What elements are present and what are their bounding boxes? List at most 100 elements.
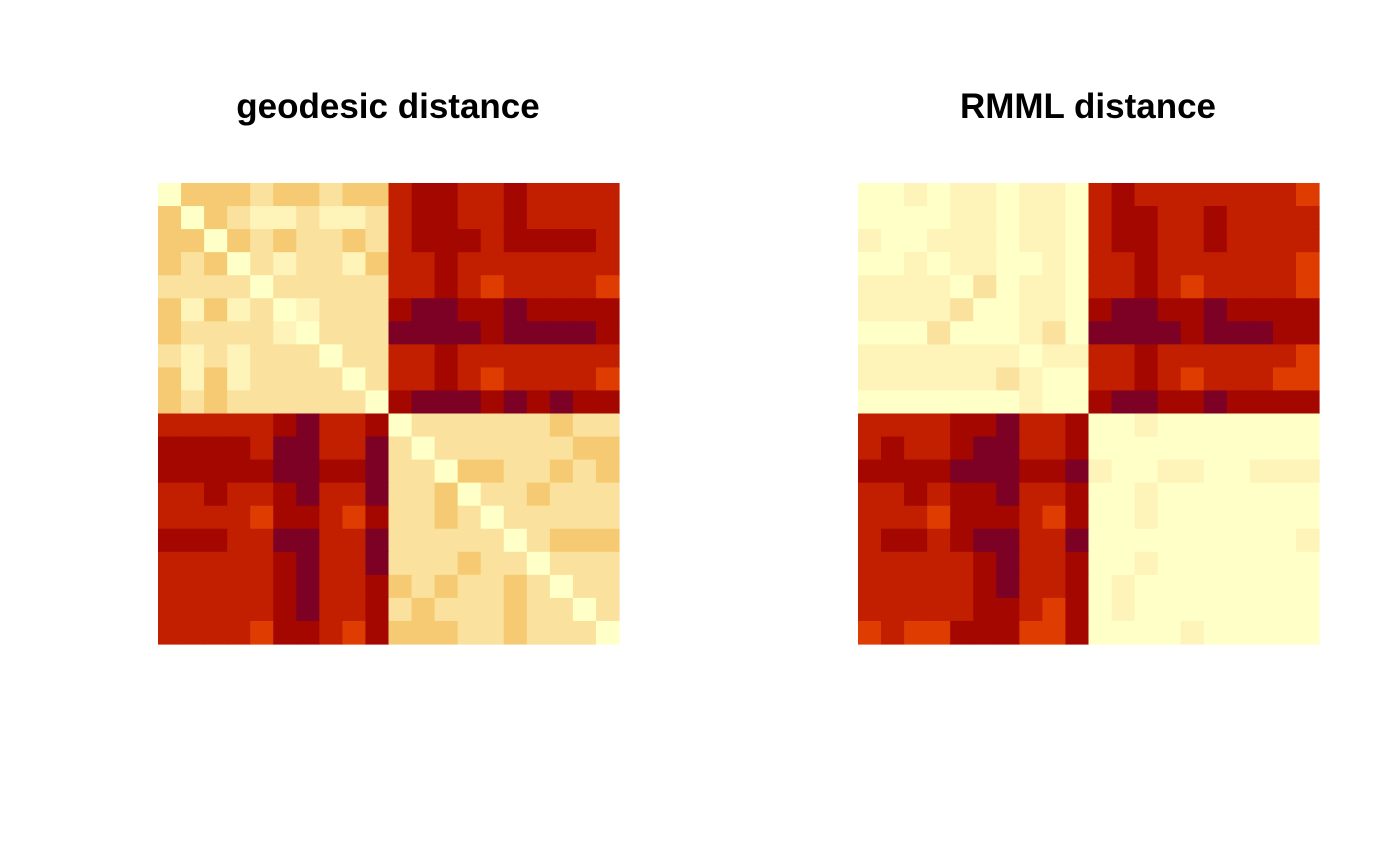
heatmap-cell-r1-c0 [158, 206, 182, 230]
heatmap-cell-r14-c11 [1111, 505, 1136, 530]
heatmap-cell-r11-c12 [434, 436, 459, 461]
heatmap-cell-r12-c5 [273, 459, 297, 484]
heatmap-cell-r7-c8 [1042, 344, 1067, 368]
heatmap-cell-r13-c16 [1226, 482, 1251, 507]
heatmap-cell-r2-c10 [388, 229, 413, 253]
heatmap-cell-r19-c13 [1157, 620, 1182, 645]
heatmap-cell-r6-c7 [1019, 321, 1043, 345]
heatmap-cell-r3-c16 [526, 252, 551, 276]
heatmap-cell-r17-c14 [1180, 574, 1205, 599]
heatmap-cell-r14-c3 [227, 505, 251, 530]
heatmap-cell-r16-c8 [342, 551, 367, 576]
heatmap-cell-r15-c5 [973, 528, 997, 553]
heatmap-cell-r14-c2 [204, 505, 228, 530]
heatmap-cell-r10-c15 [503, 413, 528, 438]
heatmap-cell-r8-c1 [881, 367, 905, 392]
heatmap-cell-r4-c14 [480, 275, 505, 299]
heatmap-cell-r6-c9 [365, 321, 390, 345]
heatmap-cell-r10-c14 [1180, 413, 1205, 438]
heatmap-cell-r2-c7 [1019, 229, 1043, 253]
heatmap-cell-r19-c14 [1180, 620, 1205, 645]
heatmap-cell-r14-c15 [1203, 505, 1228, 530]
heatmap-cell-r19-c17 [1249, 620, 1274, 645]
heatmap-cell-r13-c11 [1111, 482, 1136, 507]
heatmap-cell-r7-c10 [388, 344, 413, 368]
heatmap-cell-r2-c0 [158, 229, 182, 253]
heatmap-cell-r18-c9 [365, 597, 390, 622]
heatmap-cell-r14-c1 [881, 505, 905, 530]
heatmap-cell-r17-c5 [273, 574, 297, 599]
heatmap-cell-r15-c14 [480, 528, 505, 553]
heatmap-cell-r2-c6 [996, 229, 1020, 253]
heatmap-cell-r9-c11 [1111, 390, 1136, 415]
heatmap-cell-r11-c8 [342, 436, 367, 461]
heatmap-cell-r17-c3 [227, 574, 251, 599]
heatmap-cell-r15-c9 [365, 528, 390, 553]
heatmap-cell-r3-c0 [858, 252, 882, 276]
heatmap-cell-r12-c1 [181, 459, 205, 484]
heatmap-cell-r7-c19 [1295, 344, 1320, 368]
heatmap-cell-r5-c7 [1019, 298, 1043, 322]
heatmap-cell-r4-c11 [1111, 275, 1136, 299]
heatmap-cell-r11-c1 [881, 436, 905, 461]
heatmap-cell-r13-c17 [1249, 482, 1274, 507]
heatmap-cell-r6-c6 [296, 321, 320, 345]
heatmap-cell-r11-c6 [996, 436, 1020, 461]
heatmap-cell-r3-c5 [273, 252, 297, 276]
heatmap-cell-r16-c16 [526, 551, 551, 576]
heatmap-cell-r0-c0 [158, 183, 182, 207]
heatmap-cell-r6-c10 [1088, 321, 1113, 345]
heatmap-cell-r17-c14 [480, 574, 505, 599]
heatmap-cell-r15-c15 [1203, 528, 1228, 553]
heatmap-cell-r6-c1 [881, 321, 905, 345]
heatmap-cell-r4-c17 [1249, 275, 1274, 299]
heatmap-cell-r0-c5 [973, 183, 997, 207]
heatmap-cell-r11-c12 [1134, 436, 1159, 461]
heatmap-cell-r19-c15 [503, 620, 528, 645]
heatmap-cell-r18-c13 [457, 597, 482, 622]
heatmap-cell-r5-c0 [158, 298, 182, 322]
heatmap-cell-r0-c4 [950, 183, 974, 207]
heatmap-cell-r5-c15 [503, 298, 528, 322]
heatmap-cell-r11-c15 [503, 436, 528, 461]
heatmap-cell-r10-c2 [904, 413, 928, 438]
heatmap-cell-r13-c11 [411, 482, 436, 507]
heatmap-cell-r16-c11 [1111, 551, 1136, 576]
heatmap-cell-r9-c4 [950, 390, 974, 415]
heatmap-cell-r14-c11 [411, 505, 436, 530]
heatmap-cell-r3-c18 [572, 252, 597, 276]
heatmap-cell-r6-c14 [480, 321, 505, 345]
heatmap-cell-r3-c6 [296, 252, 320, 276]
heatmap-cell-r14-c17 [549, 505, 574, 530]
heatmap-cell-r4-c19 [1295, 275, 1320, 299]
heatmap-cell-r1-c19 [1295, 206, 1320, 230]
heatmap-cell-r14-c16 [526, 505, 551, 530]
heatmap-cell-r10-c17 [1249, 413, 1274, 438]
heatmap-cell-r10-c13 [457, 413, 482, 438]
heatmap-cell-r1-c10 [1088, 206, 1113, 230]
heatmap-cell-r17-c2 [204, 574, 228, 599]
heatmap-cell-r19-c9 [365, 620, 390, 645]
heatmap-cell-r18-c0 [858, 597, 882, 622]
heatmap-cell-r9-c12 [1134, 390, 1159, 415]
heatmap-cell-r0-c13 [1157, 183, 1182, 207]
heatmap-cell-r2-c13 [457, 229, 482, 253]
heatmap-cell-r4-c2 [904, 275, 928, 299]
heatmap-cell-r13-c9 [365, 482, 390, 507]
heatmap-cell-r0-c5 [273, 183, 297, 207]
heatmap-cell-r1-c6 [996, 206, 1020, 230]
heatmap-cell-r12-c2 [204, 459, 228, 484]
heatmap-cell-r0-c16 [526, 183, 551, 207]
heatmap-cell-r7-c14 [480, 344, 505, 368]
heatmap-cell-r9-c13 [457, 390, 482, 415]
heatmap-cell-r3-c11 [1111, 252, 1136, 276]
heatmap-cell-r13-c19 [1295, 482, 1320, 507]
heatmap-cell-r11-c9 [1065, 436, 1090, 461]
heatmap-cell-r0-c6 [996, 183, 1020, 207]
heatmap-cell-r16-c7 [319, 551, 343, 576]
heatmap-cell-r2-c11 [1111, 229, 1136, 253]
heatmap-cell-r2-c7 [319, 229, 343, 253]
heatmap-cell-r19-c0 [158, 620, 182, 645]
heatmap-cell-r4-c1 [881, 275, 905, 299]
heatmap-cell-r17-c15 [1203, 574, 1228, 599]
